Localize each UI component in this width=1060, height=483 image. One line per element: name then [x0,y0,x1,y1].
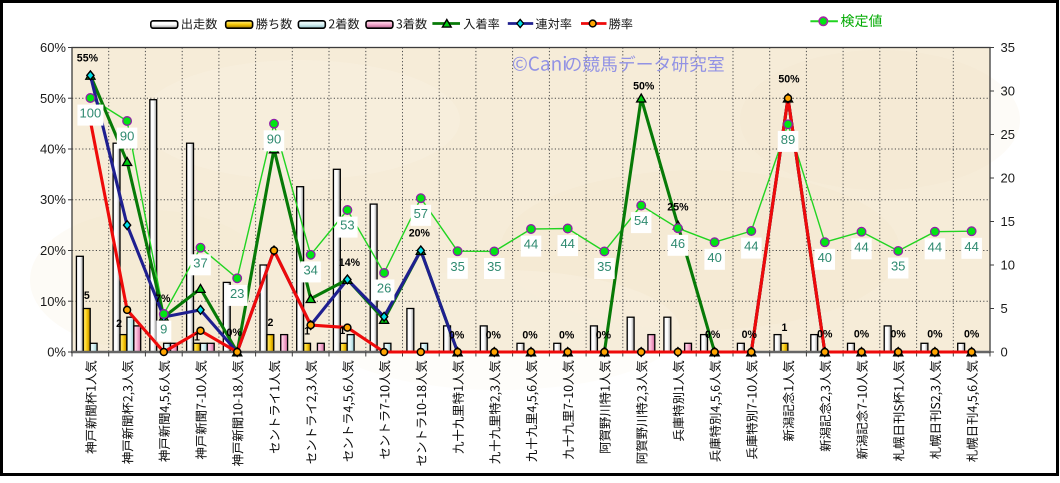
svg-text:0%: 0% [964,329,980,341]
svg-text:44: 44 [928,239,942,254]
svg-text:0%: 0% [854,329,870,341]
svg-text:7%: 7% [155,293,171,305]
svg-text:0%: 0% [705,329,721,341]
svg-text:54: 54 [634,213,648,228]
svg-text:9: 9 [160,322,167,337]
svg-text:40%: 40% [40,142,66,157]
svg-text:10%: 10% [40,294,66,309]
svg-text:0%: 0% [47,345,66,360]
svg-text:35: 35 [450,259,464,274]
svg-text:44: 44 [854,239,868,254]
svg-text:20: 20 [1001,171,1015,186]
svg-text:50%: 50% [633,81,655,93]
svg-text:53: 53 [340,218,354,233]
svg-text:35: 35 [1001,40,1015,55]
svg-text:44: 44 [964,239,978,254]
svg-text:0%: 0% [742,329,758,341]
svg-text:50%: 50% [778,74,800,86]
svg-text:0%: 0% [522,329,538,341]
svg-text:10: 10 [1001,258,1015,273]
svg-text:2: 2 [116,318,122,330]
svg-text:0%: 0% [596,329,612,341]
svg-text:46: 46 [671,236,685,251]
svg-text:14%: 14% [339,257,361,269]
svg-text:55%: 55% [77,53,99,65]
svg-text:1: 1 [194,332,200,344]
svg-text:50%: 50% [40,91,66,106]
svg-text:35: 35 [891,259,905,274]
svg-text:37: 37 [193,255,207,270]
svg-text:89: 89 [781,132,795,147]
svg-text:100: 100 [80,106,102,121]
svg-text:44: 44 [524,237,538,252]
svg-text:20%: 20% [409,228,431,240]
svg-text:40: 40 [707,250,721,265]
svg-text:23: 23 [230,286,244,301]
svg-text:0%: 0% [817,329,833,341]
svg-text:30%: 30% [40,192,66,207]
svg-text:20%: 20% [40,243,66,258]
svg-text:0%: 0% [927,329,943,341]
svg-text:90: 90 [267,131,281,146]
svg-text:15: 15 [1001,214,1015,229]
svg-text:1: 1 [781,322,787,334]
svg-text:0%: 0% [486,329,502,341]
svg-text:0%: 0% [227,327,243,339]
svg-text:40: 40 [818,250,832,265]
svg-text:0%: 0% [559,329,575,341]
svg-text:0%: 0% [449,329,465,341]
svg-text:35: 35 [487,259,501,274]
svg-text:26: 26 [377,281,391,296]
svg-text:57: 57 [414,206,428,221]
svg-text:5: 5 [84,290,90,302]
svg-text:44: 44 [744,239,758,254]
svg-text:2: 2 [267,317,273,329]
svg-text:25%: 25% [667,202,689,214]
svg-text:90: 90 [120,129,134,144]
svg-text:35: 35 [597,259,611,274]
svg-text:5: 5 [1001,301,1008,316]
svg-text:1: 1 [339,325,345,337]
svg-text:44: 44 [560,236,574,251]
svg-text:1: 1 [304,325,310,337]
svg-text:0: 0 [1001,345,1008,360]
svg-text:0%: 0% [891,329,907,341]
svg-text:30: 30 [1001,84,1015,99]
svg-text:25: 25 [1001,127,1015,142]
svg-text:34: 34 [303,262,317,277]
svg-text:60%: 60% [40,40,66,55]
